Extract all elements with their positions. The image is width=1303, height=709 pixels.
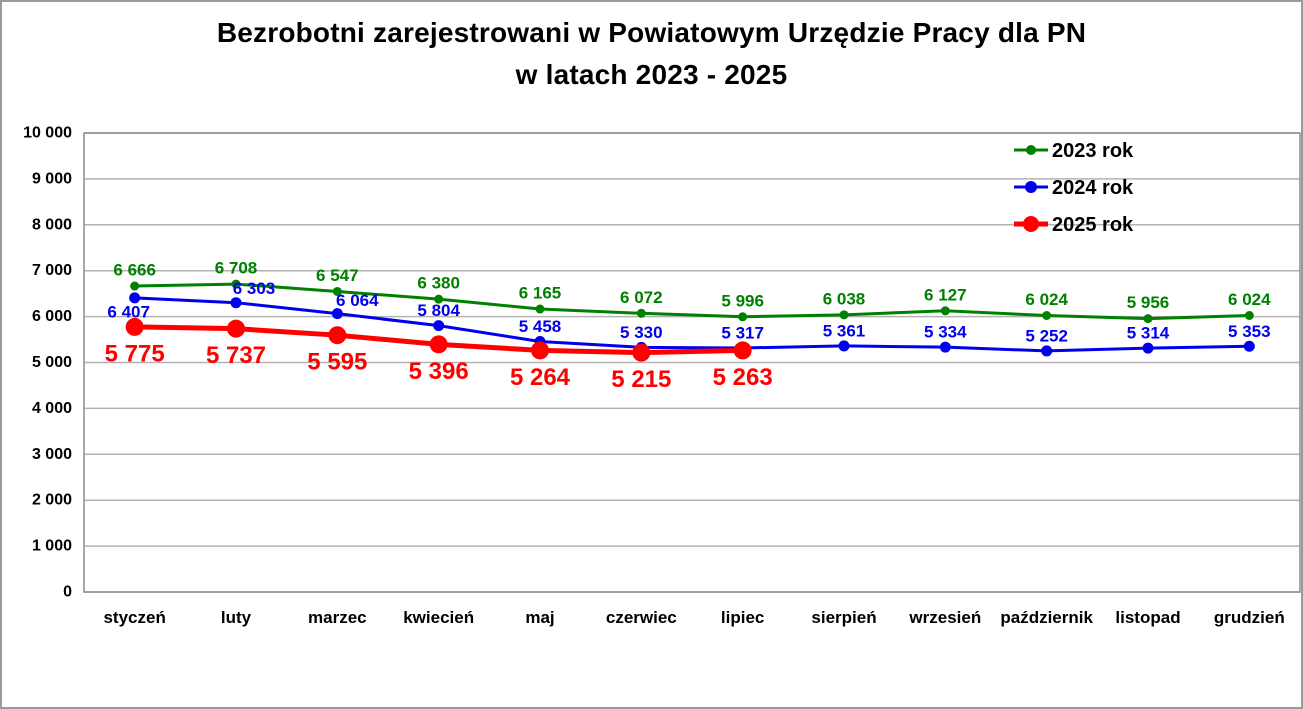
legend-label-2024: 2024 rok	[1052, 177, 1134, 199]
data-label-2025-lipiec: 5 263	[713, 364, 773, 391]
data-point-2024-październik	[1041, 345, 1053, 357]
data-point-2023-lipiec	[738, 312, 748, 322]
data-label-2023-kwiecień: 6 380	[417, 274, 460, 293]
data-label-2024-październik: 5 252	[1025, 326, 1068, 345]
data-point-2023-czerwiec	[636, 308, 646, 318]
data-label-2023-maj: 6 165	[519, 284, 562, 303]
x-label-lipiec: lipiec	[721, 608, 764, 627]
data-label-2024-wrzesień: 5 334	[924, 323, 967, 342]
data-point-2023-kwiecień	[434, 294, 444, 304]
data-label-2023-listopad: 5 956	[1127, 293, 1170, 312]
data-point-2023-wrzesień	[940, 306, 950, 316]
data-label-2024-czerwiec: 5 330	[620, 323, 663, 342]
data-label-2024-sierpień: 5 361	[823, 321, 866, 340]
data-point-2024-marzec	[331, 308, 343, 320]
data-label-2025-luty: 5 737	[206, 342, 266, 369]
x-label-kwiecień: kwiecień	[403, 608, 474, 627]
data-label-2023-grudzień: 6 024	[1228, 290, 1271, 309]
data-label-2023-styczeń: 6 666	[113, 261, 156, 280]
data-point-2025-maj	[531, 341, 549, 360]
chart-title-line2: w latach 2023 - 2025	[515, 59, 788, 90]
legend-marker-2024	[1025, 181, 1037, 193]
data-point-2024-styczeń	[129, 292, 141, 304]
data-point-2023-listopad	[1143, 314, 1153, 324]
data-point-2025-marzec	[328, 326, 347, 345]
series-line-2024	[133, 296, 1251, 353]
y-tick-label-4: 4 000	[32, 400, 72, 417]
data-point-2023-marzec	[332, 286, 342, 296]
data-label-2025-styczeń: 5 775	[105, 340, 165, 367]
data-label-2024-luty: 6 303	[233, 279, 276, 298]
data-point-2024-grudzień	[1243, 340, 1255, 352]
data-point-2024-wrzesień	[939, 341, 951, 353]
data-label-2023-marzec: 6 547	[316, 266, 359, 285]
data-point-2024-sierpień	[838, 340, 850, 352]
x-label-styczeń: styczeń	[103, 608, 165, 627]
data-point-2024-luty	[230, 297, 242, 309]
x-label-sierpień: sierpień	[811, 608, 876, 627]
data-point-2025-styczeń	[125, 317, 144, 336]
data-label-2023-luty: 6 708	[215, 259, 258, 278]
data-label-2023-czerwiec: 6 072	[620, 288, 663, 307]
data-label-2024-kwiecień: 5 804	[417, 301, 460, 320]
data-label-2025-czerwiec: 5 215	[611, 366, 671, 393]
chart-title: Bezrobotni zarejestrowani w Powiatowym U…	[2, 12, 1301, 96]
y-tick-label-0: 0	[63, 584, 72, 601]
x-label-październik: październik	[1000, 608, 1093, 627]
data-point-2025-czerwiec	[632, 343, 651, 362]
x-label-grudzień: grudzień	[1214, 608, 1285, 627]
data-label-2023-październik: 6 024	[1025, 290, 1068, 309]
data-label-2024-marzec: 6 064	[336, 291, 379, 310]
legend-label-2025: 2025 rok	[1052, 214, 1134, 236]
data-point-2023-maj	[535, 304, 545, 314]
data-label-2025-maj: 5 264	[510, 364, 571, 391]
y-tick-label-1: 1 000	[32, 538, 72, 555]
data-point-2025-kwiecień	[429, 335, 448, 354]
plot-border	[83, 132, 1301, 593]
legend-marker-2025	[1023, 216, 1039, 232]
x-label-czerwiec: czerwiec	[606, 608, 677, 627]
data-label-2025-marzec: 5 595	[307, 349, 367, 376]
x-label-luty: luty	[221, 608, 252, 627]
y-tick-label-2: 2 000	[32, 492, 72, 509]
x-label-maj: maj	[525, 608, 554, 627]
data-label-2024-styczeń: 6 407	[107, 302, 150, 321]
data-point-2023-październik	[1042, 310, 1052, 320]
data-label-2023-wrzesień: 6 127	[924, 285, 967, 304]
x-label-marzec: marzec	[308, 608, 367, 627]
data-point-2024-kwiecień	[433, 320, 445, 332]
y-tick-label-5: 5 000	[32, 354, 72, 371]
data-point-2024-listopad	[1142, 342, 1154, 354]
y-tick-label-7: 7 000	[32, 262, 72, 279]
data-point-2023-sierpień	[839, 310, 849, 320]
data-label-2025-kwiecień: 5 396	[409, 358, 469, 385]
data-label-2024-maj: 5 458	[519, 317, 562, 336]
chart-title-line1: Bezrobotni zarejestrowani w Powiatowym U…	[216, 17, 1087, 48]
y-tick-label-3: 3 000	[32, 446, 72, 463]
y-tick-label-10: 10 000	[23, 125, 72, 142]
data-point-2025-lipiec	[733, 341, 752, 360]
data-label-2023-sierpień: 6 038	[823, 289, 866, 308]
data-point-2023-grudzień	[1244, 310, 1254, 320]
legend-label-2023: 2023 rok	[1052, 140, 1134, 162]
y-tick-label-8: 8 000	[32, 216, 72, 233]
data-point-2023-luty	[231, 279, 241, 289]
data-label-2024-lipiec: 5 317	[721, 323, 764, 342]
y-tick-label-6: 6 000	[32, 308, 72, 325]
data-label-2024-grudzień: 5 353	[1228, 322, 1271, 341]
x-label-wrzesień: wrzesień	[908, 608, 981, 627]
series-line-2023	[133, 282, 1251, 321]
data-label-2023-lipiec: 5 996	[721, 291, 764, 310]
data-point-2025-luty	[227, 319, 245, 338]
data-label-2024-listopad: 5 314	[1127, 324, 1170, 343]
x-label-listopad: listopad	[1115, 608, 1180, 627]
y-tick-label-9: 9 000	[32, 170, 72, 187]
legend-marker-2023	[1026, 145, 1036, 155]
data-point-2023-styczeń	[130, 281, 140, 291]
